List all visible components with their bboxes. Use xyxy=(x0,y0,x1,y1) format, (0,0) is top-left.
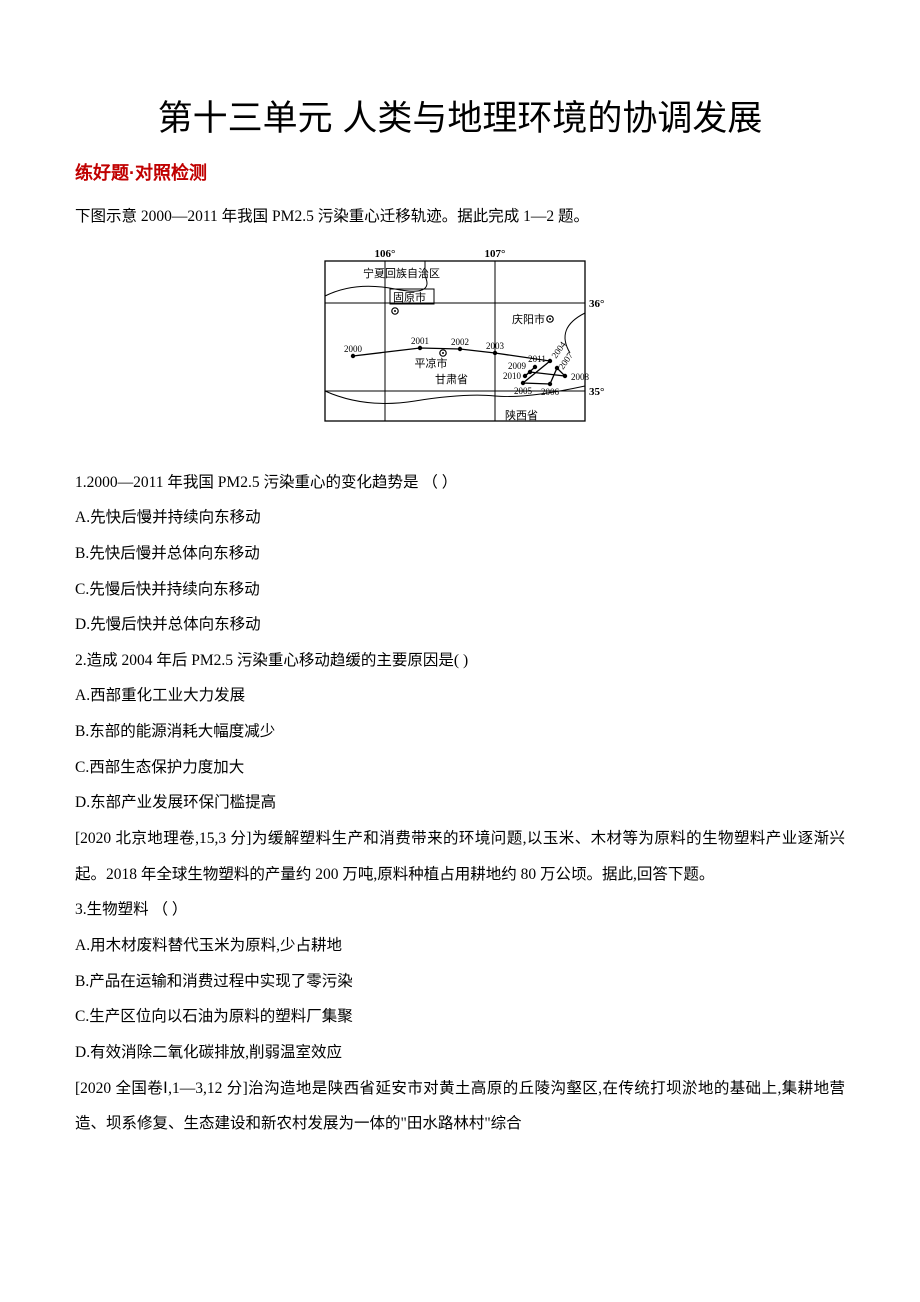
passage2-text: [2020 北京地理卷,15,3 分]为缓解塑料生产和消费带来的环境问题,以玉米… xyxy=(75,821,845,892)
svg-text:甘肃省: 甘肃省 xyxy=(435,373,468,386)
svg-text:宁夏回族自治区: 宁夏回族自治区 xyxy=(363,266,440,280)
svg-text:2005: 2005 xyxy=(514,386,533,396)
q1-opt-b: B.先快后慢并总体向东移动 xyxy=(75,536,845,572)
svg-text:107°: 107° xyxy=(485,248,506,260)
svg-text:2006: 2006 xyxy=(541,387,560,397)
q2-opt-a: A.西部重化工业大力发展 xyxy=(75,678,845,714)
svg-text:2011: 2011 xyxy=(528,354,546,364)
q1-stem: 1.2000—2011 年我国 PM2.5 污染重心的变化趋势是 （ ） xyxy=(75,465,845,501)
intro-text: 下图示意 2000—2011 年我国 PM2.5 污染重心迁移轨迹。据此完成 1… xyxy=(75,199,845,235)
q2-opt-c: C.西部生态保护力度加大 xyxy=(75,750,845,786)
passage3-text: [2020 全国卷Ⅰ,1—3,12 分]治沟造地是陕西省延安市对黄土高原的丘陵沟… xyxy=(75,1071,845,1142)
svg-text:35°: 35° xyxy=(589,386,604,398)
q3-opt-b: B.产品在运输和消费过程中实现了零污染 xyxy=(75,964,845,1000)
q2-opt-d: D.东部产业发展环保门槛提高 xyxy=(75,785,845,821)
q2-opt-b: B.东部的能源消耗大幅度减少 xyxy=(75,714,845,750)
svg-text:固原市: 固原市 xyxy=(393,290,426,304)
svg-text:2002: 2002 xyxy=(451,337,469,347)
q3-opt-a: A.用木材废料替代玉米为原料,少占耕地 xyxy=(75,928,845,964)
svg-text:2010: 2010 xyxy=(503,371,522,381)
page-title: 第十三单元 人类与地理环境的协调发展 xyxy=(75,90,845,141)
map-figure: 106° 107° 36° 35° 宁夏回族自治区甘肃省陕西省 固原市庆阳市平凉市 2000… xyxy=(75,243,845,453)
q3-opt-c: C.生产区位向以石油为原料的塑料厂集聚 xyxy=(75,999,845,1035)
svg-text:2000: 2000 xyxy=(344,344,363,354)
svg-text:2009: 2009 xyxy=(508,361,527,371)
svg-text:庆阳市: 庆阳市 xyxy=(512,312,545,326)
q1-opt-c: C.先慢后快并持续向东移动 xyxy=(75,572,845,608)
section-subtitle: 练好题·对照检测 xyxy=(75,159,845,185)
q3-stem: 3.生物塑料 （ ） xyxy=(75,892,845,928)
q1-opt-d: D.先慢后快并总体向东移动 xyxy=(75,607,845,643)
q2-stem: 2.造成 2004 年后 PM2.5 污染重心移动趋缓的主要原因是( ) xyxy=(75,643,845,679)
q3-opt-d: D.有效消除二氧化碳排放,削弱温室效应 xyxy=(75,1035,845,1071)
svg-text:陕西省: 陕西省 xyxy=(505,408,538,422)
svg-text:2003: 2003 xyxy=(486,341,505,351)
svg-text:平凉市: 平凉市 xyxy=(415,356,448,370)
pm25-map-svg: 106° 107° 36° 35° 宁夏回族自治区甘肃省陕西省 固原市庆阳市平凉市 2000… xyxy=(305,243,615,448)
svg-text:2001: 2001 xyxy=(411,336,429,346)
q1-opt-a: A.先快后慢并持续向东移动 xyxy=(75,500,845,536)
svg-text:106°: 106° xyxy=(375,248,396,260)
svg-text:2008: 2008 xyxy=(571,372,590,382)
svg-text:36°: 36° xyxy=(589,298,604,310)
